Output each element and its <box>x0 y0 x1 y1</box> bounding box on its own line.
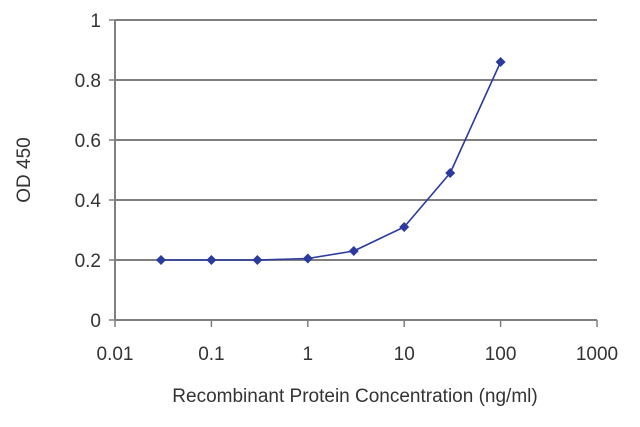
x-axis-ticks: 0.01 0.1 1 10 100 1000 <box>97 320 618 365</box>
x-tick-label: 100 <box>485 344 517 365</box>
x-axis-title: Recombinant Protein Concentration (ng/ml… <box>172 386 537 407</box>
y-axis-ticks: 0 0.2 0.4 0.6 0.8 1 <box>75 11 115 332</box>
series-line <box>161 61 502 261</box>
data-point <box>302 253 313 264</box>
y-tick-label: 1 <box>90 11 101 32</box>
axes <box>114 20 597 321</box>
data-point <box>252 255 263 265</box>
data-point <box>348 246 359 256</box>
x-tick-label: 1 <box>303 344 314 365</box>
x-tick-label: 1000 <box>576 344 618 365</box>
data-point <box>445 168 456 178</box>
y-tick-label: 0.4 <box>75 191 102 212</box>
data-point <box>495 57 506 67</box>
data-point <box>155 255 166 265</box>
x-tick-label: 10 <box>394 344 415 365</box>
x-tick-label: 0.1 <box>198 344 224 365</box>
y-axis-title: OD 450 <box>14 137 35 202</box>
y-tick-label: 0.2 <box>75 251 101 272</box>
x-tick-label: 0.01 <box>97 344 134 365</box>
y-tick-label: 0 <box>90 311 101 332</box>
grid-lines <box>115 19 597 261</box>
data-point <box>399 222 410 232</box>
y-tick-label: 0.6 <box>75 131 101 152</box>
data-point <box>206 255 217 265</box>
series <box>155 57 506 265</box>
y-tick-label: 0.8 <box>75 71 101 92</box>
